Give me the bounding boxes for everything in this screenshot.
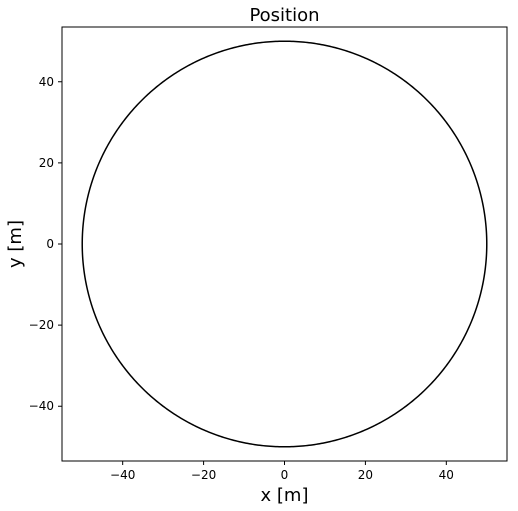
plot-area: −40 −20 0 20 40 −40 −20 0 20 40	[29, 26, 508, 482]
y-tick-label: 0	[46, 237, 54, 251]
y-tick-label: 40	[39, 75, 54, 89]
x-tick-label: 0	[281, 468, 289, 482]
chart-title: Position	[249, 5, 319, 26]
x-axis-label: x [m]	[261, 485, 309, 506]
y-tick-label: 20	[39, 156, 54, 170]
y-tick-label: −20	[29, 318, 54, 332]
x-tick-label: 40	[439, 468, 454, 482]
x-tick-label: −40	[110, 468, 135, 482]
y-axis-label: y [m]	[5, 220, 26, 268]
y-tick-label: −40	[29, 399, 54, 413]
x-tick-label: 20	[358, 468, 373, 482]
x-tick-label: −20	[191, 468, 216, 482]
series-line-0	[81, 40, 488, 448]
